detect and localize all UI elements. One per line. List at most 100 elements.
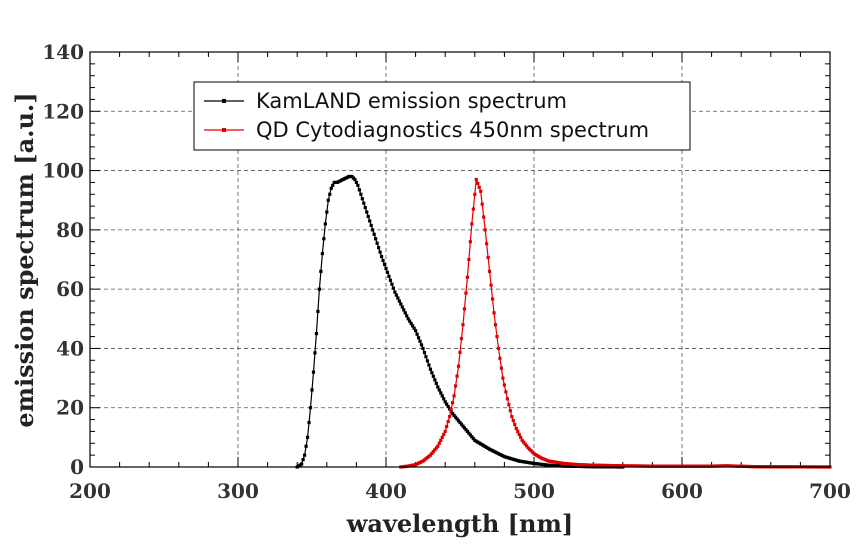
data-point [394, 293, 398, 297]
data-point [303, 453, 307, 457]
legend-label: QD Cytodiagnostics 450nm spectrum [256, 118, 649, 142]
data-point [465, 429, 469, 434]
data-point [445, 424, 449, 429]
data-point [470, 435, 474, 439]
data-point [310, 388, 314, 392]
data-point [440, 394, 444, 398]
plot-frame [89, 51, 831, 468]
data-point [443, 400, 447, 404]
x-tick-label: 400 [365, 479, 407, 503]
y-tick-label: 0 [70, 455, 84, 479]
data-point [382, 262, 387, 267]
y-tick-label: 100 [42, 159, 84, 183]
x-axis-title: wavelength [nm] [346, 509, 574, 538]
data-point [359, 192, 363, 196]
data-point [307, 420, 311, 425]
data-point [323, 222, 327, 226]
data-point [418, 339, 422, 343]
data-point [372, 232, 376, 236]
y-tick-label: 20 [56, 396, 84, 420]
legend-entry: QD Cytodiagnostics 450nm spectrum [204, 118, 649, 142]
data-point [331, 183, 335, 187]
data-point [304, 444, 308, 448]
data-point [517, 432, 521, 436]
data-point [482, 215, 486, 219]
data-point [415, 332, 419, 336]
data-point [483, 228, 487, 232]
data-point [445, 402, 449, 406]
data-point [493, 323, 498, 327]
data-point [471, 207, 475, 211]
data-point [510, 415, 514, 419]
y-tick-label: 40 [56, 336, 84, 360]
data-point [489, 283, 493, 287]
data-point [406, 317, 410, 321]
data-point [461, 424, 465, 428]
data-point [300, 462, 304, 466]
data-point [414, 329, 418, 333]
data-point [421, 346, 425, 351]
data-point [504, 390, 508, 394]
data-point [354, 180, 358, 185]
data-point [514, 426, 518, 431]
data-point [458, 350, 462, 354]
data-point [305, 435, 310, 439]
data-point [451, 412, 455, 416]
data-point [387, 274, 391, 278]
data-point [301, 457, 305, 462]
data-point [495, 334, 499, 339]
data-point [385, 270, 390, 274]
data-point [486, 255, 490, 260]
data-point [320, 251, 324, 256]
data-point [316, 309, 320, 313]
data-point [458, 420, 462, 425]
data-point [456, 419, 461, 423]
data-point [402, 308, 406, 312]
data-point [368, 219, 372, 223]
data-point [490, 297, 495, 301]
data-point [311, 370, 316, 374]
data-point [436, 385, 440, 389]
legend-swatch-marker [222, 99, 226, 103]
data-point [468, 433, 472, 437]
data-point [434, 381, 438, 386]
data-point [366, 214, 370, 219]
data-point [462, 307, 467, 311]
data-point [381, 258, 385, 263]
x-tick-label: 300 [217, 479, 259, 503]
data-point [442, 432, 446, 436]
data-point [313, 351, 317, 355]
data-point [499, 366, 504, 370]
data-point [507, 403, 511, 407]
data-point [399, 302, 403, 306]
data-point [513, 422, 517, 427]
data-point [430, 371, 434, 375]
data-point [430, 451, 434, 455]
data-point [485, 242, 489, 246]
data-point [464, 428, 468, 432]
data-point [425, 359, 430, 363]
series-1 [295, 174, 625, 469]
data-point [461, 323, 465, 327]
data-point [403, 311, 407, 315]
series-line [400, 179, 831, 468]
data-point [474, 177, 478, 182]
data-point [464, 291, 468, 295]
data-point [492, 311, 496, 315]
data-point [523, 442, 527, 446]
legend-swatch-marker [222, 128, 226, 132]
data-point [446, 404, 450, 409]
data-point [390, 282, 394, 286]
data-point [477, 185, 481, 189]
data-point [452, 394, 456, 398]
data-point [459, 422, 464, 426]
data-point [452, 413, 456, 418]
x-tick-label: 600 [661, 479, 703, 503]
data-point [462, 426, 467, 430]
data-point [329, 186, 333, 190]
data-point [409, 321, 413, 326]
data-point [308, 406, 313, 410]
y-tick-label: 60 [56, 277, 84, 301]
data-point [511, 418, 515, 423]
